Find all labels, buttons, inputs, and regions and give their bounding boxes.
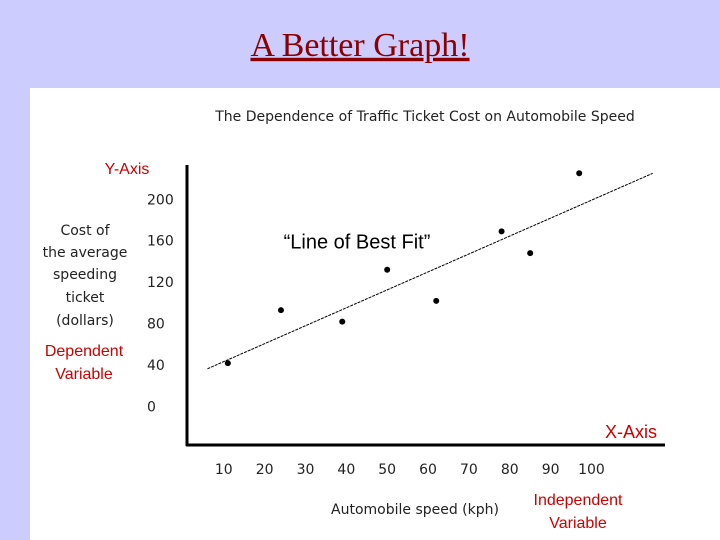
x-axis-label: Automobile speed (kph) [331, 502, 499, 518]
point [224, 360, 231, 367]
y-label-line: ticket [66, 290, 105, 306]
y-tick-label: 0 [147, 400, 156, 416]
point [527, 250, 534, 257]
panel [30, 88, 720, 540]
annotations: Y-Axis Dependent Variable “Line of Best … [45, 161, 657, 532]
point [433, 297, 440, 304]
annotation: Independent [534, 492, 624, 509]
y-axis-label: Cost of the average speeding ticket (dol… [43, 223, 128, 329]
annotation: Dependent [45, 343, 124, 360]
annotation: “Line of Best Fit” [284, 231, 431, 253]
y-label-line: Cost of [60, 223, 110, 239]
y-label-line: (dollars) [56, 313, 114, 329]
point [277, 307, 284, 314]
x-tick-label: 20 [256, 462, 274, 478]
annotation: X-Axis [605, 422, 657, 442]
x-tick-label: 60 [419, 462, 437, 478]
y-tick-label: 200 [147, 192, 174, 208]
x-tick-label: 50 [378, 462, 396, 478]
x-tick-label: 100 [578, 462, 605, 478]
point [339, 318, 346, 325]
annotation: Y-Axis [105, 161, 150, 178]
x-tick-label: 90 [542, 462, 560, 478]
x-tick-label: 10 [215, 462, 233, 478]
x-tick-label: 40 [337, 462, 355, 478]
point [498, 228, 505, 235]
point [576, 170, 583, 177]
chart-title: The Dependence of Traffic Ticket Cost on… [214, 109, 635, 125]
y-label-line: speeding [53, 267, 117, 283]
annotation: Variable [549, 515, 607, 532]
y-tick-label: 40 [147, 358, 165, 374]
y-tick-label: 160 [147, 234, 174, 250]
y-tick-label: 120 [147, 275, 174, 291]
slide-title: A Better Graph! [250, 27, 469, 64]
best-fit-line [207, 172, 653, 370]
x-tick-label: 70 [460, 462, 478, 478]
y-label-line: the average [43, 245, 128, 261]
annotation: Variable [55, 366, 113, 383]
point [384, 266, 391, 273]
y-tick-label: 80 [147, 317, 165, 333]
x-tick-label: 80 [501, 462, 519, 478]
x-tick-label: 30 [297, 462, 315, 478]
